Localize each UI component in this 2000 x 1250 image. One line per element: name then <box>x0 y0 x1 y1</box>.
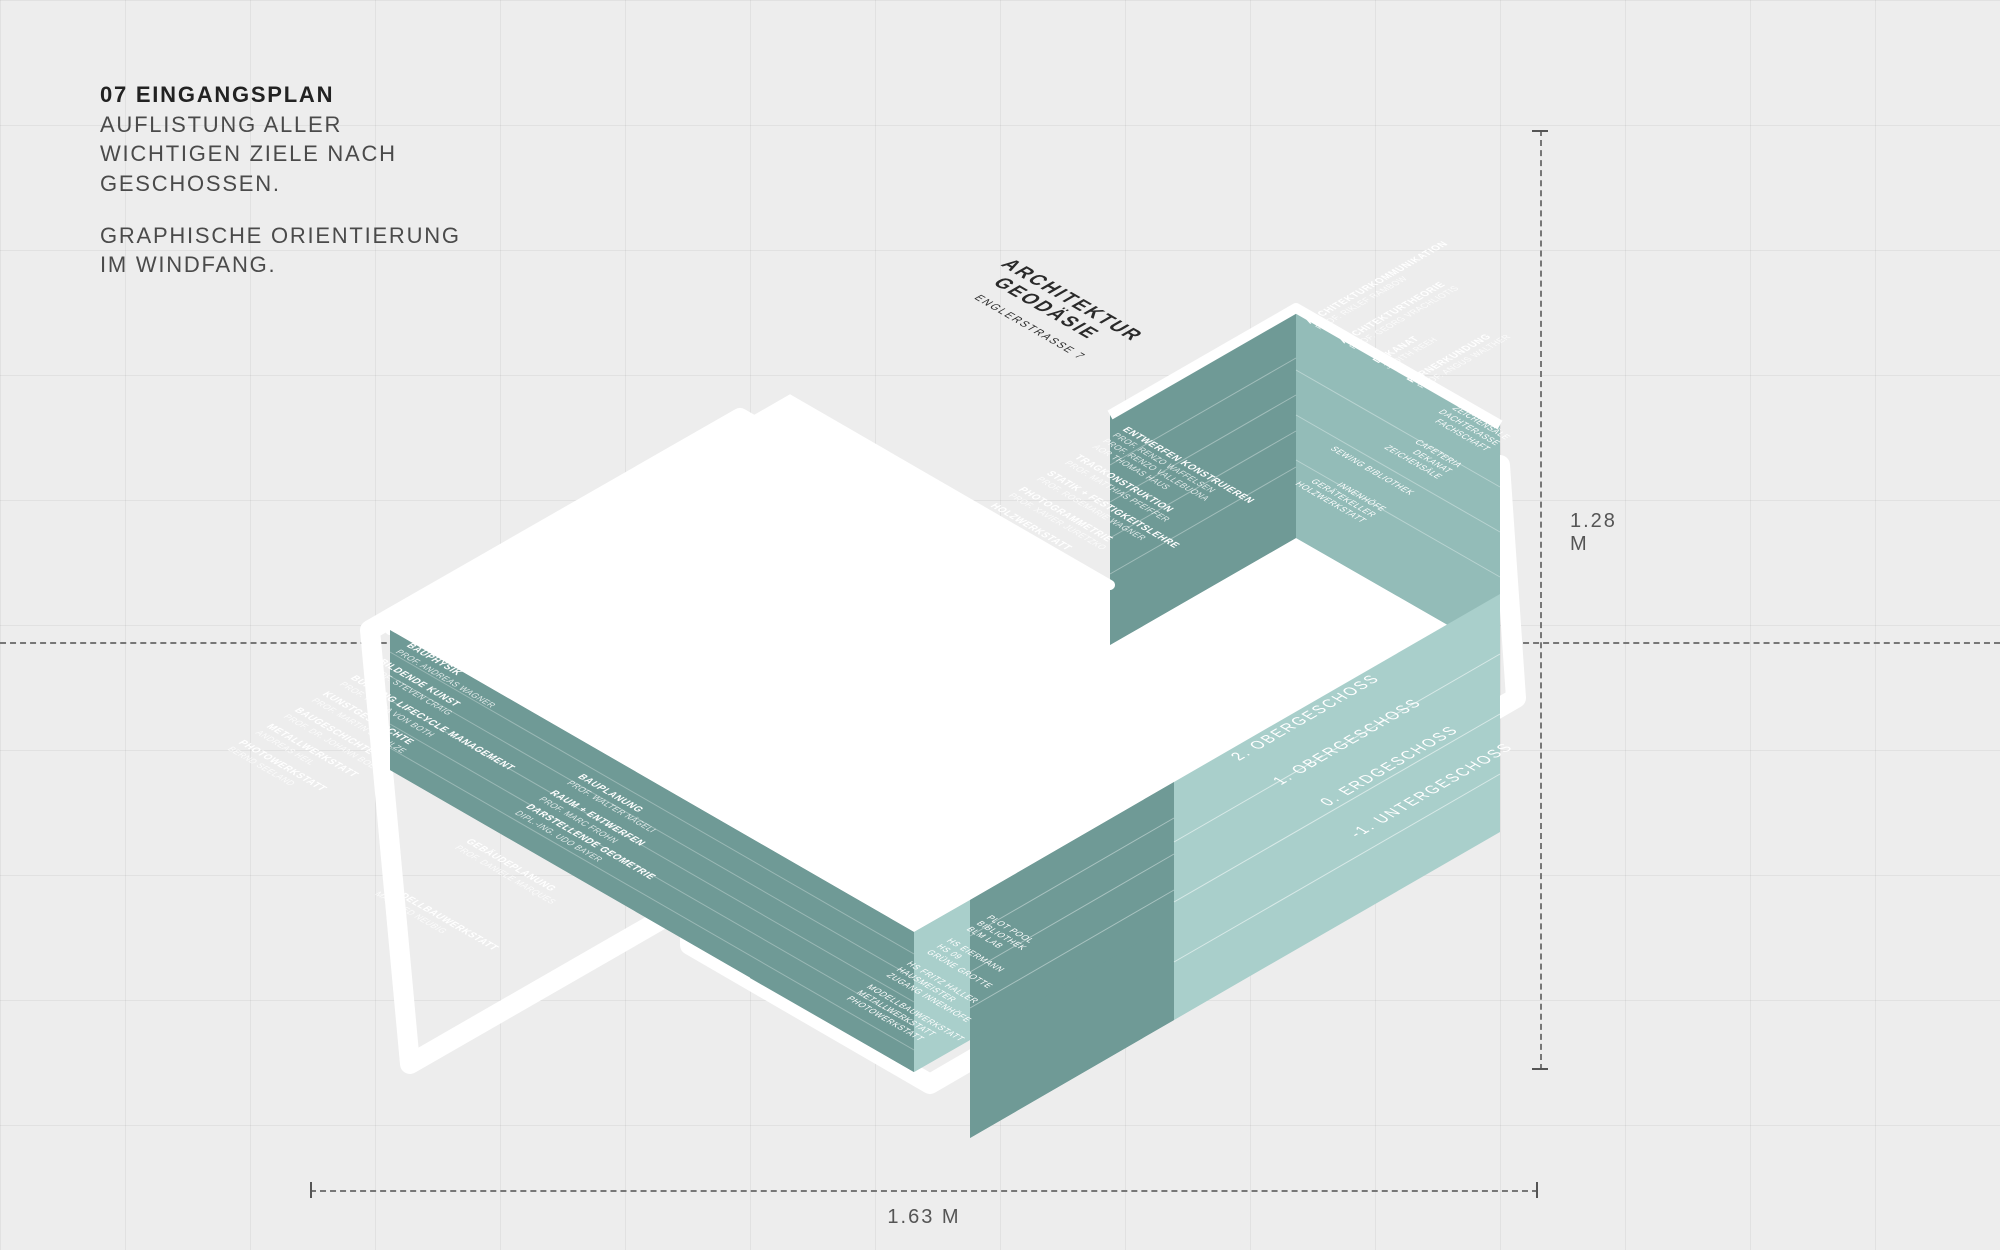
header-title: 07 EINGANGSPLAN <box>100 80 461 110</box>
dimension-horizontal-label: 1.63 M <box>887 1206 960 1229</box>
building-name: ARCHITEKTUR GEODÄSIE ENGLERSTRASSE 7 <box>955 256 1149 368</box>
svg-text:ARCHITEKTURKOMMUNIKATION: ARCHITEKTURKOMMUNIKATION <box>1303 240 1452 326</box>
isometric-svg: ARCHITEKTUR GEODÄSIE ENGLERSTRASSE 7 ENT… <box>310 130 1540 1070</box>
dimension-vertical-label: 1.28 M <box>1570 510 1617 556</box>
isometric-stage: ARCHITEKTUR GEODÄSIE ENGLERSTRASSE 7 ENT… <box>310 130 1540 1070</box>
